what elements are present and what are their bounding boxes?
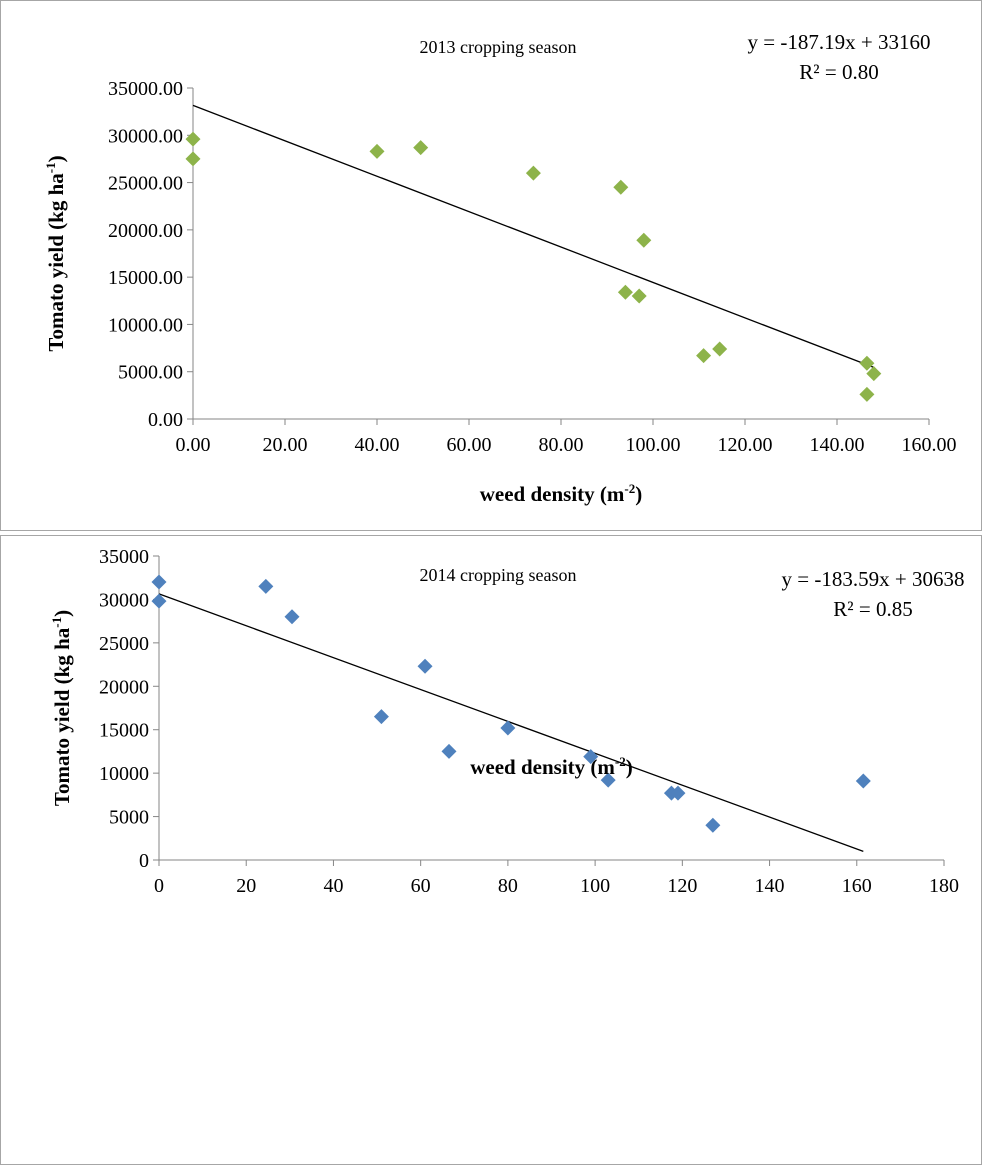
data-point-2013 <box>525 165 541 181</box>
x-tick-label-2013: 160.00 <box>902 434 957 456</box>
data-point-2014 <box>500 720 516 736</box>
data-point-2013 <box>859 355 875 371</box>
y-tick-label-2014: 30000 <box>99 589 149 611</box>
x-tick-label-2013: 0.00 <box>176 434 211 456</box>
data-point-2013 <box>636 232 652 248</box>
data-point-2014 <box>373 709 389 725</box>
data-point-2014 <box>705 817 721 833</box>
data-point-2014 <box>670 785 686 801</box>
y-tick-label-2013: 0.00 <box>148 409 183 431</box>
x-axis-label-2014: weed density (m-2) <box>470 754 633 779</box>
data-point-2013 <box>866 366 882 382</box>
y-tick-label-2014: 20000 <box>99 676 149 698</box>
data-point-2013 <box>696 348 712 364</box>
data-point-2014 <box>151 593 167 609</box>
data-point-2013 <box>185 131 201 147</box>
data-point-2013 <box>613 179 629 195</box>
y-tick-label-2013: 30000.00 <box>108 125 183 147</box>
trendline-2014 <box>158 593 864 853</box>
regression-equation-2014: y = -183.59x + 30638 <box>782 567 965 591</box>
x-tick-label-2014: 100 <box>580 875 610 897</box>
data-point-2014 <box>417 658 433 674</box>
scatter-chart-2013: 0.00 5000.00 10000.00 15000.00 20000.00 25000… <box>43 30 957 506</box>
chart-panel-2014: 0 5000 10000 15000 20000 25000 30000 35000 0 20 40… <box>0 535 982 1165</box>
x-tick-label-2013: 100.00 <box>626 434 681 456</box>
y-tick-label-2014: 5000 <box>109 807 149 829</box>
y-tick-label-2013: 25000.00 <box>108 173 183 195</box>
y-tick-label-2014: 10000 <box>99 763 149 785</box>
x-tick-label-2014: 160 <box>842 875 872 897</box>
x-tick-label-2014: 60 <box>411 875 431 897</box>
y-tick-label-2013: 20000.00 <box>108 220 183 242</box>
chart-panel-2013: 0.00 5000.00 10000.00 15000.00 20000.00 25000… <box>0 0 982 531</box>
r-squared-2013: R² = 0.80 <box>799 60 878 84</box>
r-squared-2014: R² = 0.85 <box>833 597 912 621</box>
x-tick-label-2014: 180 <box>929 875 959 897</box>
data-point-2013 <box>413 140 429 156</box>
data-point-2013 <box>631 288 647 304</box>
y-tick-label-2014: 35000 <box>99 546 149 568</box>
regression-equation-2013: y = -187.19x + 33160 <box>748 30 931 54</box>
data-point-2013 <box>859 386 875 402</box>
data-point-2014 <box>600 772 616 788</box>
trendline-2013 <box>192 104 875 369</box>
x-axis-label-2013: weed density (m-2) <box>480 481 643 506</box>
x-tick-label-2014: 80 <box>498 875 518 897</box>
x-tick-label-2014: 40 <box>323 875 343 897</box>
scatter-chart-2014: 0 5000 10000 15000 20000 25000 30000 35000 0 20 40… <box>49 546 965 897</box>
data-point-2013 <box>617 284 633 300</box>
y-axis-label-2014: Tomato yield (kg ha-1) <box>49 610 74 806</box>
x-tick-label-2013: 80.00 <box>539 434 584 456</box>
y-tick-label-2013: 5000.00 <box>118 362 183 384</box>
data-point-2014 <box>583 749 599 765</box>
y-tick-label-2013: 10000.00 <box>108 314 183 336</box>
x-tick-label-2014: 140 <box>755 875 785 897</box>
x-tick-label-2013: 120.00 <box>718 434 773 456</box>
data-point-2014 <box>258 578 274 594</box>
y-tick-label-2014: 15000 <box>99 720 149 742</box>
data-point-2014 <box>855 773 871 789</box>
y-tick-label-2014: 25000 <box>99 633 149 655</box>
y-tick-label-2013: 35000.00 <box>108 78 183 100</box>
y-tick-label-2013: 15000.00 <box>108 267 183 289</box>
data-point-2014 <box>441 743 457 759</box>
data-point-2014 <box>284 609 300 625</box>
x-tick-label-2013: 60.00 <box>447 434 492 456</box>
x-tick-label-2014: 0 <box>154 875 164 897</box>
y-axis-label-2013: Tomato yield (kg ha-1) <box>43 155 68 351</box>
data-point-2014 <box>151 574 167 590</box>
x-tick-label-2014: 20 <box>236 875 256 897</box>
chart-title-2013: 2013 cropping season <box>420 37 577 57</box>
chart-title-2014: 2014 cropping season <box>420 565 577 585</box>
data-point-2013 <box>712 341 728 357</box>
x-tick-label-2013: 140.00 <box>810 434 865 456</box>
x-tick-label-2013: 20.00 <box>263 434 308 456</box>
y-tick-label-2014: 0 <box>139 850 149 872</box>
data-point-2013 <box>185 151 201 167</box>
x-tick-label-2013: 40.00 <box>355 434 400 456</box>
data-point-2013 <box>369 143 385 159</box>
x-tick-label-2014: 120 <box>667 875 697 897</box>
